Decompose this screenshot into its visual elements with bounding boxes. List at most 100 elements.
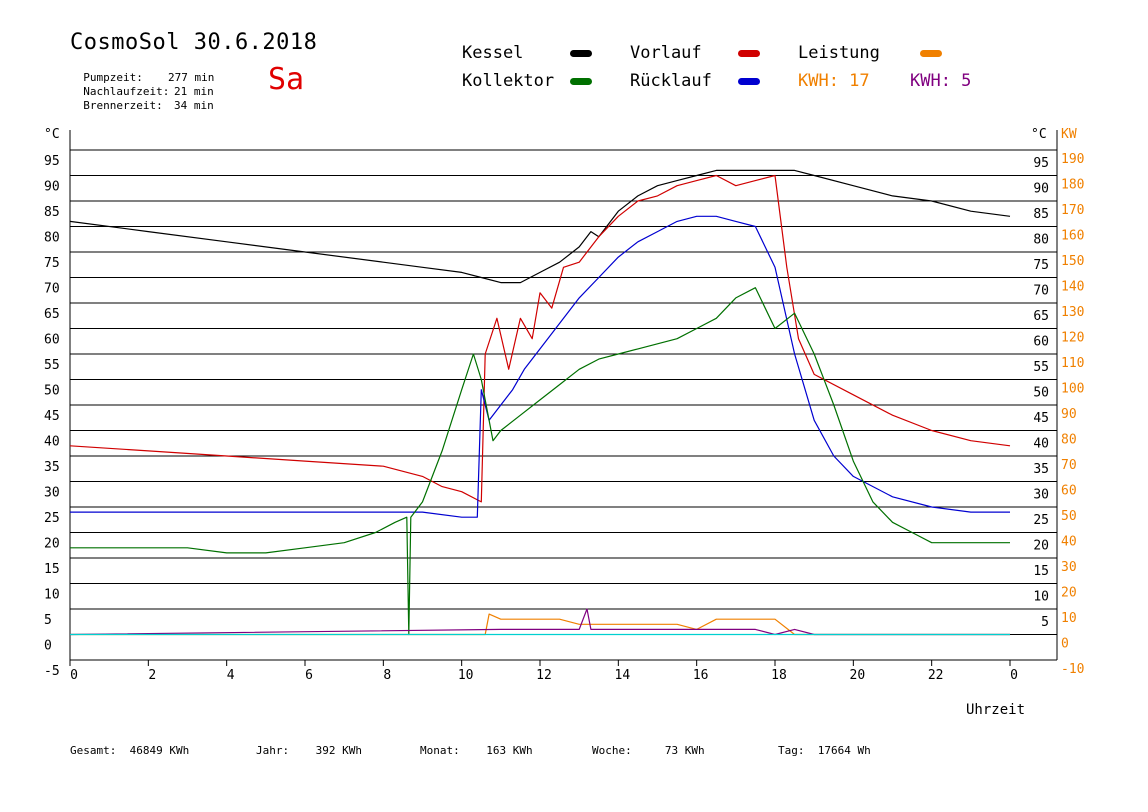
weekday-label: Sa bbox=[268, 62, 305, 97]
y-unit-right: °C bbox=[1031, 127, 1047, 142]
power-tick-label: 10 bbox=[1061, 611, 1077, 626]
x-tick-label: 16 bbox=[693, 668, 709, 683]
power-tick-label: 160 bbox=[1061, 229, 1084, 244]
y-tick-label-left: 35 bbox=[44, 460, 60, 475]
power-tick-label: 80 bbox=[1061, 433, 1077, 448]
y-tick-label-right: 70 bbox=[1033, 284, 1049, 299]
stat-label: Brennerzeit: bbox=[83, 99, 163, 112]
y-tick-label-left: 70 bbox=[44, 282, 60, 297]
y-tick-label-right: 25 bbox=[1033, 513, 1049, 528]
stat-value: 277 min bbox=[168, 71, 215, 84]
y-tick-label-right: 20 bbox=[1033, 539, 1049, 554]
y-tick-label-left: 55 bbox=[44, 358, 60, 373]
x-tick-label: 4 bbox=[227, 668, 235, 683]
series-kessel bbox=[69, 169, 1011, 284]
x-tick-label: 0 bbox=[1010, 668, 1018, 683]
legend-kollektor: Kollektor bbox=[462, 71, 555, 91]
x-tick-label: 12 bbox=[536, 668, 552, 683]
x-tick-label: 0 bbox=[70, 668, 78, 683]
y-tick-label-right: 55 bbox=[1033, 360, 1049, 375]
x-tick-label: 14 bbox=[615, 668, 631, 683]
power-tick-label: 30 bbox=[1061, 560, 1077, 575]
power-unit-label: KW bbox=[1061, 127, 1077, 142]
power-tick-label: 70 bbox=[1061, 458, 1077, 473]
y-tick-label-left: 60 bbox=[44, 333, 60, 348]
app-title: CosmoSol 30.6.2018 bbox=[70, 30, 318, 55]
footer-tag: Tag: 17664 Wh bbox=[778, 744, 871, 757]
y-tick-label-right: 60 bbox=[1033, 335, 1049, 350]
power-tick-label: 90 bbox=[1061, 407, 1077, 422]
power-tick-label: 60 bbox=[1061, 484, 1077, 499]
series-leistung bbox=[70, 613, 1010, 636]
y-tick-label-left: 95 bbox=[44, 154, 60, 169]
footer-value: 392 KWh bbox=[315, 744, 362, 757]
footer-gesamt: Gesamt: 46849 KWh bbox=[70, 744, 189, 757]
footer-label: Tag: bbox=[778, 744, 805, 757]
power-tick-label: 120 bbox=[1061, 331, 1084, 346]
footer-label: Monat: bbox=[420, 744, 460, 757]
y-tick-label-left: 85 bbox=[44, 205, 60, 220]
legend-ruecklauf-swatch bbox=[738, 78, 760, 85]
y-tick-label-right: 35 bbox=[1033, 462, 1049, 477]
x-tick-label: 22 bbox=[928, 668, 944, 683]
x-tick-label: 20 bbox=[850, 668, 866, 683]
power-tick-label: 190 bbox=[1061, 152, 1084, 167]
power-tick-label: 110 bbox=[1061, 356, 1084, 371]
y-tick-label-left: 65 bbox=[44, 307, 60, 322]
series-kollektor bbox=[70, 287, 1010, 636]
y-tick-label-left: 10 bbox=[44, 588, 60, 603]
x-tick-label: 6 bbox=[305, 668, 313, 683]
stat-label: Pumpzeit: bbox=[83, 71, 143, 84]
y-tick-label-right: 15 bbox=[1033, 564, 1049, 579]
footer-monat: Monat: 163 KWh bbox=[420, 744, 533, 757]
legend-kessel: Kessel bbox=[462, 43, 524, 63]
y-tick-label-right: 10 bbox=[1033, 590, 1049, 605]
y-tick-label-left: 45 bbox=[44, 409, 60, 424]
stat-nachlaufzeit: Nachlaufzeit: 21 min bbox=[70, 72, 214, 98]
y-tick-label-left: 5 bbox=[44, 613, 52, 628]
stat-value: 21 min bbox=[174, 85, 214, 98]
power-tick-label: 20 bbox=[1061, 586, 1077, 601]
stat-brennerzeit: Brennerzeit: 34 min bbox=[70, 86, 214, 112]
legend-kwh-orange: KWH: 17 bbox=[798, 71, 870, 91]
footer-value: 73 KWh bbox=[664, 744, 705, 757]
y-tick-label-right: 90 bbox=[1033, 182, 1049, 197]
y-tick-label-right: 5 bbox=[1041, 615, 1049, 630]
footer-label: Gesamt: bbox=[70, 744, 117, 757]
footer-value: 46849 KWh bbox=[129, 744, 190, 757]
power-tick-label: 100 bbox=[1061, 382, 1084, 397]
power-tick-label: 180 bbox=[1061, 178, 1084, 193]
power-tick-label: 40 bbox=[1061, 535, 1077, 550]
y-tick-label-left: 40 bbox=[44, 435, 60, 450]
series-vorlauf bbox=[69, 174, 1011, 503]
x-axis-label: Uhrzeit bbox=[966, 702, 1025, 718]
y-unit-left: °C bbox=[44, 127, 60, 142]
y-tick-label-right: 85 bbox=[1033, 207, 1049, 222]
power-tick-label: 50 bbox=[1061, 509, 1077, 524]
y-tick-label-left: 0 bbox=[44, 639, 52, 654]
x-tick-label: 10 bbox=[458, 668, 474, 683]
series-r-cklauf bbox=[70, 215, 1010, 518]
power-tick-label: 170 bbox=[1061, 203, 1084, 218]
footer-label: Jahr: bbox=[256, 744, 290, 757]
y-tick-label-left: 20 bbox=[44, 537, 60, 552]
legend-kollektor-swatch bbox=[570, 78, 592, 85]
y-tick-label-right: 45 bbox=[1033, 411, 1049, 426]
x-tick-label: 8 bbox=[383, 668, 391, 683]
power-tick-label: 0 bbox=[1061, 637, 1069, 652]
footer-value: 17664 Wh bbox=[817, 744, 871, 757]
series-kwh-5 bbox=[69, 608, 1010, 636]
stat-label: Nachlaufzeit: bbox=[83, 85, 170, 98]
x-tick-label: 2 bbox=[148, 668, 156, 683]
stat-pumpzeit: Pumpzeit: 277 min bbox=[70, 58, 214, 84]
y-tick-label-right: 75 bbox=[1033, 258, 1049, 273]
power-tick-label: 150 bbox=[1061, 254, 1084, 269]
y-tick-label-left: 25 bbox=[44, 511, 60, 526]
y-tick-label-right: 65 bbox=[1033, 309, 1049, 324]
y-tick-label-left: 90 bbox=[44, 180, 60, 195]
footer-value: 163 KWh bbox=[486, 744, 533, 757]
y-tick-label-left: 75 bbox=[44, 256, 60, 271]
legend-kessel-swatch bbox=[570, 50, 592, 57]
footer-jahr: Jahr: 392 KWh bbox=[256, 744, 362, 757]
y-tick-label-right: 40 bbox=[1033, 437, 1049, 452]
